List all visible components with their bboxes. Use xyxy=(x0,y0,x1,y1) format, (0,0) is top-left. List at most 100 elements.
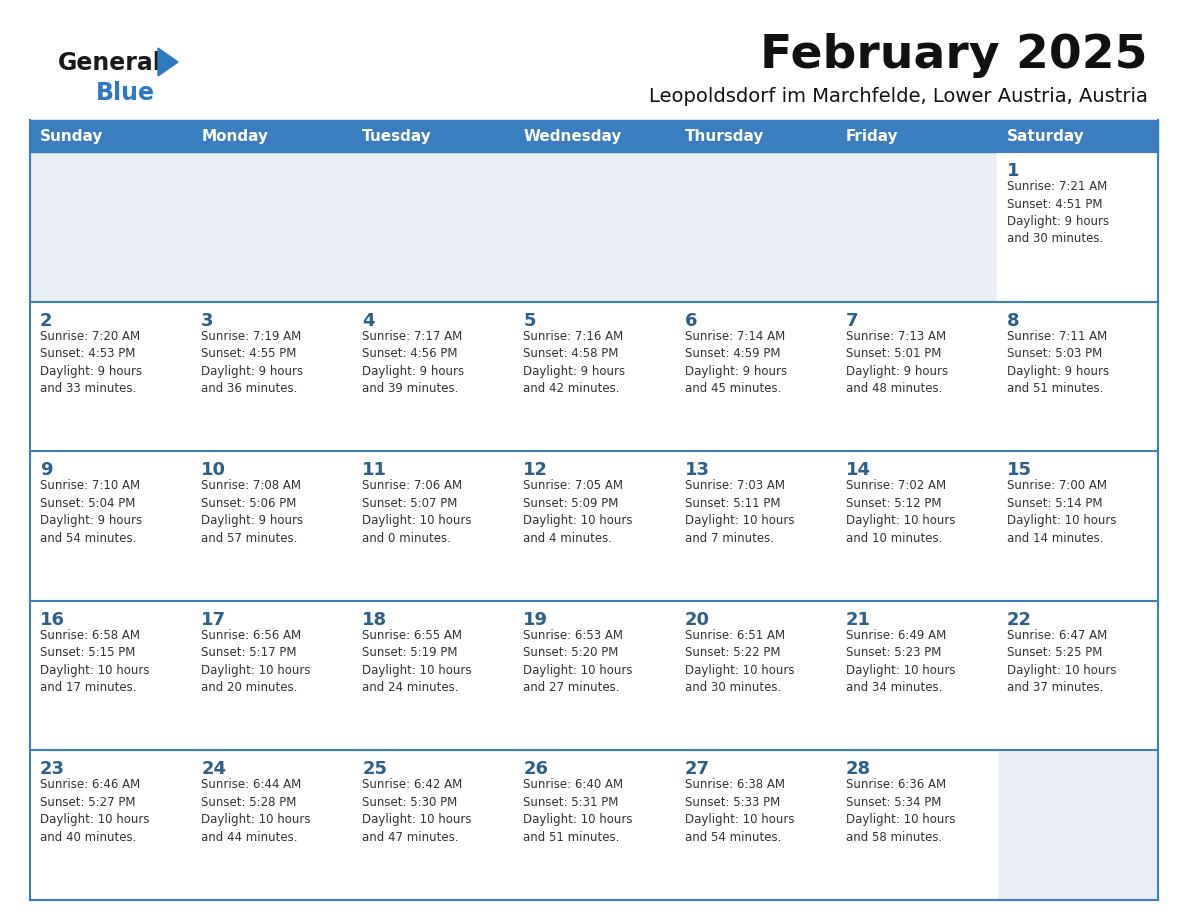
Text: Blue: Blue xyxy=(96,81,154,105)
Text: Sunrise: 6:36 AM
Sunset: 5:34 PM
Daylight: 10 hours
and 58 minutes.: Sunrise: 6:36 AM Sunset: 5:34 PM Dayligh… xyxy=(846,778,955,844)
Text: 15: 15 xyxy=(1007,461,1032,479)
Text: Sunrise: 7:02 AM
Sunset: 5:12 PM
Daylight: 10 hours
and 10 minutes.: Sunrise: 7:02 AM Sunset: 5:12 PM Dayligh… xyxy=(846,479,955,544)
Bar xyxy=(353,750,513,900)
Bar xyxy=(30,152,1158,302)
Bar xyxy=(30,302,191,452)
Text: 12: 12 xyxy=(524,461,549,479)
Bar xyxy=(675,302,835,452)
Polygon shape xyxy=(158,48,178,76)
Text: Sunrise: 7:16 AM
Sunset: 4:58 PM
Daylight: 9 hours
and 42 minutes.: Sunrise: 7:16 AM Sunset: 4:58 PM Dayligh… xyxy=(524,330,626,395)
Text: 4: 4 xyxy=(362,311,374,330)
Text: Sunrise: 7:21 AM
Sunset: 4:51 PM
Daylight: 9 hours
and 30 minutes.: Sunrise: 7:21 AM Sunset: 4:51 PM Dayligh… xyxy=(1007,180,1108,245)
Text: 19: 19 xyxy=(524,610,549,629)
Bar xyxy=(191,750,353,900)
Text: 5: 5 xyxy=(524,311,536,330)
Text: 24: 24 xyxy=(201,760,226,778)
Text: 20: 20 xyxy=(684,610,709,629)
Text: Sunrise: 7:19 AM
Sunset: 4:55 PM
Daylight: 9 hours
and 36 minutes.: Sunrise: 7:19 AM Sunset: 4:55 PM Dayligh… xyxy=(201,330,303,395)
Text: Sunrise: 6:42 AM
Sunset: 5:30 PM
Daylight: 10 hours
and 47 minutes.: Sunrise: 6:42 AM Sunset: 5:30 PM Dayligh… xyxy=(362,778,472,844)
Text: 2: 2 xyxy=(40,311,52,330)
Text: 27: 27 xyxy=(684,760,709,778)
Text: Sunrise: 6:51 AM
Sunset: 5:22 PM
Daylight: 10 hours
and 30 minutes.: Sunrise: 6:51 AM Sunset: 5:22 PM Dayligh… xyxy=(684,629,794,694)
Text: 28: 28 xyxy=(846,760,871,778)
Text: Sunrise: 6:49 AM
Sunset: 5:23 PM
Daylight: 10 hours
and 34 minutes.: Sunrise: 6:49 AM Sunset: 5:23 PM Dayligh… xyxy=(846,629,955,694)
Text: Sunrise: 6:53 AM
Sunset: 5:20 PM
Daylight: 10 hours
and 27 minutes.: Sunrise: 6:53 AM Sunset: 5:20 PM Dayligh… xyxy=(524,629,633,694)
Bar xyxy=(513,600,675,750)
Text: Sunrise: 7:05 AM
Sunset: 5:09 PM
Daylight: 10 hours
and 4 minutes.: Sunrise: 7:05 AM Sunset: 5:09 PM Dayligh… xyxy=(524,479,633,544)
Text: Sunrise: 6:38 AM
Sunset: 5:33 PM
Daylight: 10 hours
and 54 minutes.: Sunrise: 6:38 AM Sunset: 5:33 PM Dayligh… xyxy=(684,778,794,844)
Text: Monday: Monday xyxy=(201,129,268,143)
Bar xyxy=(191,452,353,600)
Text: Sunrise: 7:11 AM
Sunset: 5:03 PM
Daylight: 9 hours
and 51 minutes.: Sunrise: 7:11 AM Sunset: 5:03 PM Dayligh… xyxy=(1007,330,1108,395)
Bar xyxy=(513,302,675,452)
Text: February 2025: February 2025 xyxy=(760,33,1148,79)
Text: 8: 8 xyxy=(1007,311,1019,330)
Text: Tuesday: Tuesday xyxy=(362,129,432,143)
Bar xyxy=(191,302,353,452)
Text: 23: 23 xyxy=(40,760,65,778)
Bar xyxy=(835,600,997,750)
Text: 3: 3 xyxy=(201,311,214,330)
Bar xyxy=(30,452,1158,600)
Text: 25: 25 xyxy=(362,760,387,778)
Bar xyxy=(353,600,513,750)
Text: 22: 22 xyxy=(1007,610,1032,629)
Bar xyxy=(835,750,997,900)
Text: Friday: Friday xyxy=(846,129,898,143)
Bar xyxy=(675,600,835,750)
Bar xyxy=(30,302,1158,452)
Text: Thursday: Thursday xyxy=(684,129,764,143)
Text: 16: 16 xyxy=(40,610,65,629)
Text: 1: 1 xyxy=(1007,162,1019,180)
Text: Sunrise: 7:20 AM
Sunset: 4:53 PM
Daylight: 9 hours
and 33 minutes.: Sunrise: 7:20 AM Sunset: 4:53 PM Dayligh… xyxy=(40,330,143,395)
Text: Sunrise: 7:03 AM
Sunset: 5:11 PM
Daylight: 10 hours
and 7 minutes.: Sunrise: 7:03 AM Sunset: 5:11 PM Dayligh… xyxy=(684,479,794,544)
Text: 17: 17 xyxy=(201,610,226,629)
Bar xyxy=(30,600,1158,750)
Text: 7: 7 xyxy=(846,311,858,330)
Bar xyxy=(30,120,1158,152)
Text: Sunrise: 6:47 AM
Sunset: 5:25 PM
Daylight: 10 hours
and 37 minutes.: Sunrise: 6:47 AM Sunset: 5:25 PM Dayligh… xyxy=(1007,629,1117,694)
Text: Sunrise: 7:06 AM
Sunset: 5:07 PM
Daylight: 10 hours
and 0 minutes.: Sunrise: 7:06 AM Sunset: 5:07 PM Dayligh… xyxy=(362,479,472,544)
Bar xyxy=(835,302,997,452)
Text: 18: 18 xyxy=(362,610,387,629)
Text: Saturday: Saturday xyxy=(1007,129,1085,143)
Text: 13: 13 xyxy=(684,461,709,479)
Bar xyxy=(353,452,513,600)
Bar xyxy=(30,750,1158,900)
Text: Sunrise: 7:17 AM
Sunset: 4:56 PM
Daylight: 9 hours
and 39 minutes.: Sunrise: 7:17 AM Sunset: 4:56 PM Dayligh… xyxy=(362,330,465,395)
Bar xyxy=(30,600,191,750)
Bar xyxy=(675,452,835,600)
Bar xyxy=(997,302,1158,452)
Bar xyxy=(997,452,1158,600)
Text: 9: 9 xyxy=(40,461,52,479)
Text: Sunrise: 6:56 AM
Sunset: 5:17 PM
Daylight: 10 hours
and 20 minutes.: Sunrise: 6:56 AM Sunset: 5:17 PM Dayligh… xyxy=(201,629,310,694)
Bar xyxy=(191,600,353,750)
Text: Sunrise: 6:40 AM
Sunset: 5:31 PM
Daylight: 10 hours
and 51 minutes.: Sunrise: 6:40 AM Sunset: 5:31 PM Dayligh… xyxy=(524,778,633,844)
Text: Sunrise: 6:46 AM
Sunset: 5:27 PM
Daylight: 10 hours
and 40 minutes.: Sunrise: 6:46 AM Sunset: 5:27 PM Dayligh… xyxy=(40,778,150,844)
Text: Sunrise: 7:00 AM
Sunset: 5:14 PM
Daylight: 10 hours
and 14 minutes.: Sunrise: 7:00 AM Sunset: 5:14 PM Dayligh… xyxy=(1007,479,1117,544)
Bar xyxy=(675,750,835,900)
Bar xyxy=(30,750,191,900)
Text: Wednesday: Wednesday xyxy=(524,129,621,143)
Text: Sunrise: 6:58 AM
Sunset: 5:15 PM
Daylight: 10 hours
and 17 minutes.: Sunrise: 6:58 AM Sunset: 5:15 PM Dayligh… xyxy=(40,629,150,694)
Text: General: General xyxy=(58,51,162,75)
Bar xyxy=(513,750,675,900)
Text: Sunrise: 7:08 AM
Sunset: 5:06 PM
Daylight: 9 hours
and 57 minutes.: Sunrise: 7:08 AM Sunset: 5:06 PM Dayligh… xyxy=(201,479,303,544)
Text: Leopoldsdorf im Marchfelde, Lower Austria, Austria: Leopoldsdorf im Marchfelde, Lower Austri… xyxy=(649,86,1148,106)
Text: 21: 21 xyxy=(846,610,871,629)
Text: 26: 26 xyxy=(524,760,549,778)
Text: Sunrise: 7:13 AM
Sunset: 5:01 PM
Daylight: 9 hours
and 48 minutes.: Sunrise: 7:13 AM Sunset: 5:01 PM Dayligh… xyxy=(846,330,948,395)
Text: Sunrise: 7:14 AM
Sunset: 4:59 PM
Daylight: 9 hours
and 45 minutes.: Sunrise: 7:14 AM Sunset: 4:59 PM Dayligh… xyxy=(684,330,786,395)
Bar xyxy=(353,302,513,452)
Text: Sunrise: 7:10 AM
Sunset: 5:04 PM
Daylight: 9 hours
and 54 minutes.: Sunrise: 7:10 AM Sunset: 5:04 PM Dayligh… xyxy=(40,479,143,544)
Bar xyxy=(30,452,191,600)
Text: Sunrise: 6:44 AM
Sunset: 5:28 PM
Daylight: 10 hours
and 44 minutes.: Sunrise: 6:44 AM Sunset: 5:28 PM Dayligh… xyxy=(201,778,310,844)
Bar xyxy=(513,452,675,600)
Bar xyxy=(835,452,997,600)
Bar xyxy=(997,152,1158,302)
Text: Sunday: Sunday xyxy=(40,129,103,143)
Text: 14: 14 xyxy=(846,461,871,479)
Text: Sunrise: 6:55 AM
Sunset: 5:19 PM
Daylight: 10 hours
and 24 minutes.: Sunrise: 6:55 AM Sunset: 5:19 PM Dayligh… xyxy=(362,629,472,694)
Text: 11: 11 xyxy=(362,461,387,479)
Bar xyxy=(997,600,1158,750)
